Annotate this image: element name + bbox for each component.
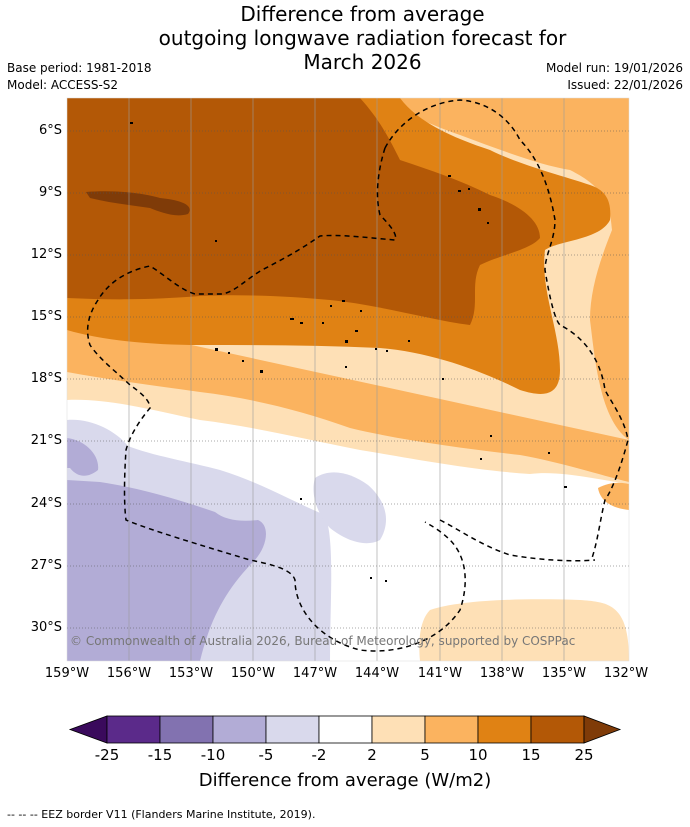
lat-label: 21°S: [30, 433, 62, 448]
colorbar-swatch-n2_2: [318, 715, 373, 744]
lon-label: 147°W: [292, 666, 338, 681]
colorbar-swatch-p2_5: [371, 715, 426, 744]
band-n10-5: [67, 438, 266, 661]
lon-label: 132°W: [603, 666, 649, 681]
lat-label: 18°S: [30, 371, 62, 386]
colorbar: [68, 715, 622, 744]
colorbar-tick: -5: [258, 746, 274, 764]
title-line-3: March 2026: [303, 50, 422, 74]
colorbar-swatch-n15_10: [159, 715, 214, 744]
colorbar-tick: -10: [200, 746, 226, 764]
chart-title: Difference from average outgoing longwav…: [100, 2, 625, 74]
lon-label: 141°W: [417, 666, 463, 681]
colorbar-swatch-p15_25: [530, 715, 585, 744]
lon-label: 138°W: [479, 666, 525, 681]
title-line-2: outgoing longwave radiation forecast for: [158, 26, 567, 50]
band-p15-25: [67, 98, 540, 325]
colorbar-extend-high: [583, 715, 622, 744]
colorbar-title: Difference from average (W/m2): [198, 770, 492, 791]
islands: [130, 122, 567, 582]
meta-left: Base period: 1981-2018 Model: ACCESS-S2: [7, 60, 152, 94]
lon-label: 135°W: [541, 666, 587, 681]
issued-date: Issued: 22/01/2026: [567, 78, 683, 92]
lat-label: 24°S: [30, 496, 62, 511]
eez-borders: [86, 99, 629, 652]
meta-right: Model run: 19/01/2026 Issued: 22/01/2026: [546, 60, 683, 94]
lat-label: 9°S: [38, 185, 62, 200]
colorbar-tick: 25: [574, 746, 594, 764]
base-period: Base period: 1981-2018: [7, 61, 152, 75]
copyright-notice: © Commonwealth of Australia 2026, Bureau…: [70, 634, 576, 648]
colorbar-tick: -15: [147, 746, 173, 764]
lat-label: 12°S: [30, 247, 62, 262]
colorbar-swatch-n25_15: [106, 715, 161, 744]
lat-label: 30°S: [30, 620, 62, 635]
lon-label: 144°W: [354, 666, 400, 681]
model-name: Model: ACCESS-S2: [7, 78, 119, 92]
model-run: Model run: 19/01/2026: [545, 61, 683, 75]
colorbar-tick: 2: [367, 746, 377, 764]
title-line-1: Difference from average: [240, 2, 485, 26]
colorbar-tick: 15: [521, 746, 541, 764]
colorbar-swatch-n10_5: [212, 715, 267, 744]
band-n5-2-patch: [313, 472, 387, 544]
colorbar-tick: -2: [311, 746, 327, 764]
colorbar-swatch-p10_15: [477, 715, 532, 744]
colorbar-tick: 5: [420, 746, 430, 764]
map-frame: [66, 97, 630, 662]
band-p5-10: [67, 98, 629, 482]
lat-label: 15°S: [30, 309, 62, 324]
eez-footnote: -- -- -- EEZ border V11 (Flanders Marine…: [7, 808, 316, 821]
anomaly-field: [67, 98, 629, 661]
band-p5-10-lower: [598, 482, 629, 510]
colorbar-swatch-p5_10: [424, 715, 479, 744]
band-above-25: [86, 191, 190, 216]
lon-label: 159°W: [44, 666, 90, 681]
grid-lines: [67, 98, 629, 661]
colorbar-extend-low: [68, 715, 108, 744]
colorbar-swatch-n5_2: [265, 715, 320, 744]
colorbar-tick: -25: [94, 746, 120, 764]
lat-label: 27°S: [30, 558, 62, 573]
lon-label: 153°W: [168, 666, 214, 681]
colorbar-tick: 10: [468, 746, 488, 764]
lat-label: 6°S: [38, 123, 62, 138]
lon-label: 150°W: [230, 666, 276, 681]
band-p2-5-south: [419, 599, 629, 661]
lon-label: 156°W: [106, 666, 152, 681]
